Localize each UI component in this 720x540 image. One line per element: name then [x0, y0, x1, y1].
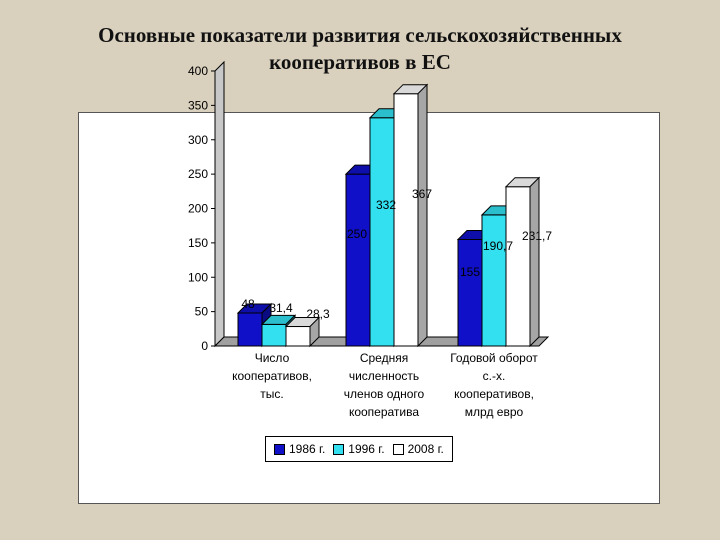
- category-label: кооператива: [349, 405, 419, 419]
- y-tick-label: 0: [201, 339, 208, 353]
- bar-front: [393, 93, 419, 347]
- y-axis: 0 50 100 150 200 250 300 350 400: [188, 64, 216, 353]
- bar-front: [505, 186, 531, 347]
- category-label: с.-х.: [483, 369, 506, 383]
- data-label: 190,7: [483, 239, 513, 253]
- bar-front: [261, 323, 287, 347]
- chart-legend: 1986 г. 1996 г. 2008 г.: [265, 436, 453, 462]
- data-label: 332: [376, 198, 396, 212]
- bar-front: [481, 214, 507, 347]
- bar-side: [309, 316, 320, 348]
- bar-front: [285, 326, 311, 347]
- category-label: Годовой оборот: [450, 351, 538, 365]
- data-label: 250: [347, 227, 367, 241]
- legend-item: 1996 г.: [333, 442, 385, 456]
- bars: [236, 83, 541, 348]
- legend-item: 2008 г.: [392, 442, 444, 456]
- data-label: 31,4: [269, 301, 293, 315]
- legend-swatch: [274, 443, 285, 455]
- category-label: Средняя: [360, 351, 408, 365]
- category-label: численность: [349, 369, 419, 383]
- category-label: членов одного: [344, 387, 425, 401]
- y-tick-label: 350: [188, 98, 208, 112]
- legend-swatch: [392, 443, 404, 455]
- bar: [284, 316, 321, 348]
- bar: [504, 176, 541, 348]
- category-labels: Число кооперативов, тыс. Средняя численность…: [232, 351, 538, 419]
- bar-side: [529, 176, 540, 348]
- legend-swatch: [333, 443, 345, 455]
- y-tick-label: 100: [188, 270, 208, 284]
- bar-front: [237, 312, 263, 347]
- bar-front: [457, 238, 483, 347]
- page-title-line-2: кооперативов в ЕС: [269, 50, 451, 74]
- y-tick-label: 300: [188, 133, 208, 147]
- page-title-line-1: Основные показатели развития сельскохозя…: [98, 23, 622, 47]
- bar-front: [345, 173, 371, 347]
- side-wall: [214, 60, 225, 348]
- data-label: 231,7: [522, 229, 552, 243]
- bar: [392, 83, 429, 348]
- bar-front: [369, 117, 395, 347]
- category-label: тыс.: [260, 387, 283, 401]
- data-label: 155: [460, 265, 480, 279]
- y-tick-label: 200: [188, 202, 208, 216]
- legend-label: 1986 г.: [289, 442, 326, 456]
- data-label: 48: [241, 297, 255, 311]
- category-label: кооперативов,: [232, 369, 312, 383]
- legend-item: 1986 г.: [274, 442, 325, 456]
- legend-label: 1996 г.: [348, 442, 385, 456]
- legend-label: 2008 г.: [407, 442, 444, 456]
- y-tick-label: 50: [195, 305, 209, 319]
- y-tick-label: 150: [188, 236, 208, 250]
- category-label: Число: [255, 351, 290, 365]
- category-label: млрд евро: [465, 405, 524, 419]
- category-label: кооперативов,: [454, 387, 534, 401]
- bar-side: [417, 83, 428, 348]
- data-labels: 48 250 155 31,4 332 190,7 28,3 367 231,7: [241, 187, 552, 321]
- y-tick-label: 400: [188, 64, 208, 78]
- page-title: Основные показатели развития сельскохозя…: [0, 22, 720, 76]
- data-label: 28,3: [306, 307, 330, 321]
- data-label: 367: [412, 187, 432, 201]
- y-tick-label: 250: [188, 167, 208, 181]
